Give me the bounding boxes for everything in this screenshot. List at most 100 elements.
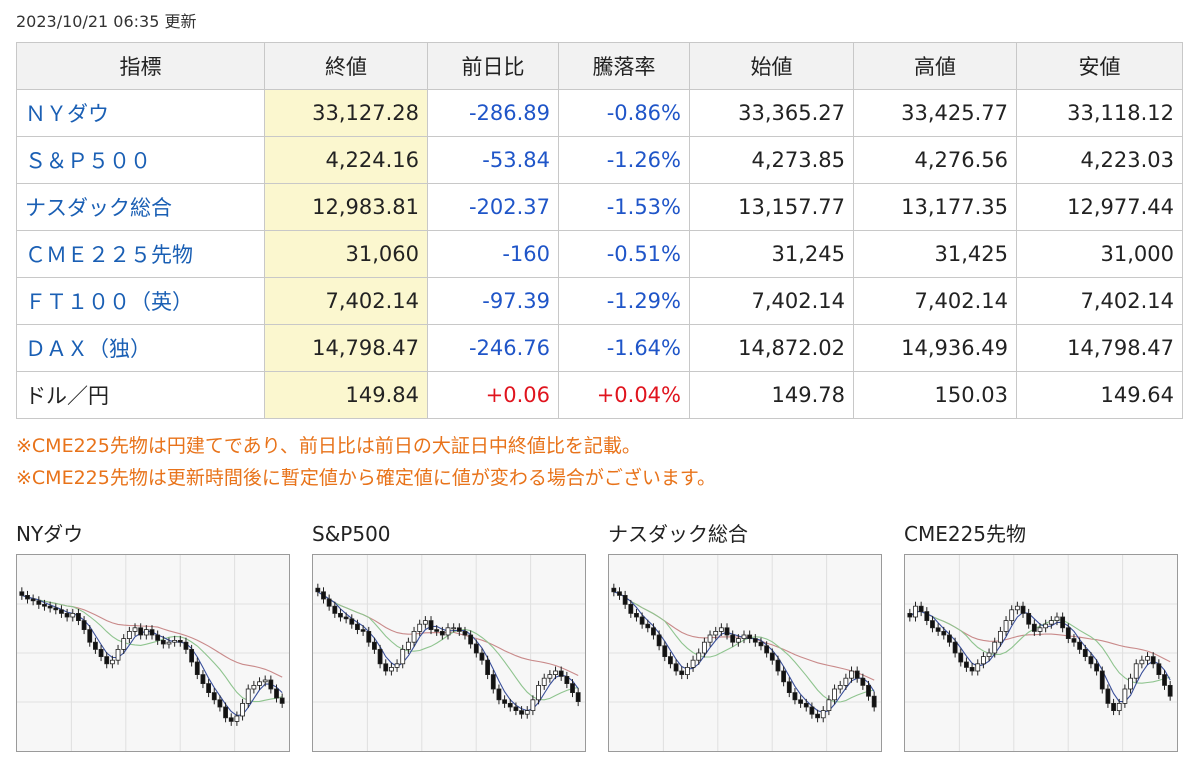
candle-down <box>519 710 524 715</box>
candle-down <box>274 688 279 699</box>
high-cell: 4,276.56 <box>853 136 1017 184</box>
candle-down <box>428 620 434 630</box>
candle-up <box>832 688 837 701</box>
notes: ※CME225先物は円建てであり、前日比は前日の大証日中終値比を記載。 ※CME… <box>16 430 716 494</box>
open-cell: 7,402.14 <box>689 277 854 325</box>
candle-down <box>752 638 758 643</box>
candle-down <box>349 618 355 625</box>
rate-cell: -0.51% <box>558 230 690 278</box>
candle-up <box>389 667 394 672</box>
candle-up <box>394 663 400 668</box>
candle-up <box>1003 620 1009 632</box>
candle-down <box>1031 623 1037 632</box>
change-cell: +0.06 <box>427 371 559 419</box>
index-link-cme225[interactable]: ＣＭＥ２２５先物 <box>25 243 193 267</box>
candle-down <box>1020 605 1026 614</box>
candle-up <box>132 627 138 632</box>
close-cell: 31,060 <box>264 230 428 278</box>
low-cell: 14,798.47 <box>1016 324 1183 372</box>
candlestick-chart <box>313 555 585 751</box>
candle-down <box>1156 663 1162 676</box>
candle-down <box>622 595 628 605</box>
table-row: Ｓ＆Ｐ５００ 4,224.16 -53.84 -1.26% 4,273.85 4… <box>16 136 1183 184</box>
chart-link-nasdaq[interactable] <box>608 554 882 752</box>
close-cell: 33,127.28 <box>264 89 428 137</box>
header-rate: 騰落率 <box>558 42 690 90</box>
close-cell: 12,983.81 <box>264 183 428 231</box>
candle-down <box>1065 627 1071 640</box>
close-cell: 7,402.14 <box>264 277 428 325</box>
candle-down <box>211 692 217 701</box>
candle-up <box>690 659 696 668</box>
mini-chart-nasdaq: ナスダック総合 <box>608 520 882 752</box>
candle-down <box>321 591 326 600</box>
candle-up <box>707 634 713 643</box>
candle-up <box>530 699 536 712</box>
candle-up <box>251 684 257 690</box>
update-timestamp: 2023/10/21 06:35 更新 <box>16 12 197 31</box>
low-cell: 4,223.03 <box>1016 136 1183 184</box>
candle-up <box>1133 663 1139 679</box>
index-link-nydow[interactable]: ＮＹダウ <box>25 102 109 126</box>
candle-down <box>866 684 871 697</box>
candle-down <box>918 605 924 613</box>
candle-down <box>47 605 53 609</box>
mini-chart-cme225: CME225先物 <box>904 520 1178 752</box>
candle-down <box>775 659 781 672</box>
candle-down <box>343 616 349 620</box>
index-link-ft100[interactable]: ＦＴ１００（英） <box>25 290 193 314</box>
candle-down <box>53 607 59 611</box>
candle-down <box>149 629 155 636</box>
change-cell: -246.76 <box>427 324 559 372</box>
candle-up <box>400 649 406 665</box>
candle-down <box>860 677 866 686</box>
candle-down <box>809 706 815 715</box>
candle-up <box>1054 616 1060 621</box>
candle-down <box>206 683 211 694</box>
candle-down <box>326 598 332 607</box>
chart-link-cme225[interactable] <box>904 554 1178 752</box>
index-link-dax[interactable]: ＤＡＸ（独） <box>25 337 151 361</box>
index-link-sp500[interactable]: Ｓ＆Ｐ５００ <box>25 149 151 173</box>
candle-down <box>338 613 343 618</box>
chart-title: CME225先物 <box>904 522 1027 546</box>
candle-down <box>935 627 941 632</box>
index-name-cell: ＤＡＸ（独） <box>16 324 265 372</box>
candle-down <box>87 629 93 643</box>
candle-down <box>730 634 736 643</box>
chart-link-sp500[interactable] <box>312 554 586 752</box>
candle-down <box>360 629 366 632</box>
high-cell: 31,425 <box>853 230 1017 278</box>
candle-up <box>126 631 132 640</box>
candle-down <box>645 623 651 629</box>
candlestick-chart <box>17 555 289 751</box>
candle-down <box>223 706 228 719</box>
candle-down <box>1088 656 1094 665</box>
candle-down <box>673 663 679 672</box>
candle-down <box>941 631 947 636</box>
candle-up <box>172 640 178 643</box>
candle-down <box>924 611 930 621</box>
candle-up <box>843 677 849 686</box>
candle-up <box>70 613 76 618</box>
candle-down <box>366 631 372 643</box>
candle-down <box>947 634 952 643</box>
candle-up <box>1122 688 1128 704</box>
index-name-cell: ＮＹダウ <box>16 89 265 137</box>
candle-up <box>997 631 1003 643</box>
candle-down <box>781 670 787 683</box>
chart-link-nydow[interactable] <box>16 554 290 752</box>
candle-down <box>485 659 491 675</box>
candle-down <box>964 661 969 668</box>
candle-up <box>837 684 843 690</box>
candle-down <box>651 627 656 636</box>
table-row: ＣＭＥ２２５先物 31,060 -160 -0.51% 31,245 31,42… <box>16 230 1183 278</box>
index-link-nasdaq[interactable]: ナスダック総合 <box>25 196 172 220</box>
candle-down <box>315 587 321 593</box>
candle-down <box>786 681 792 694</box>
candle-down <box>798 699 803 704</box>
chart-title: NYダウ <box>16 522 84 546</box>
candle-up <box>820 710 826 719</box>
candle-down <box>1150 656 1156 665</box>
candle-up <box>445 627 451 636</box>
